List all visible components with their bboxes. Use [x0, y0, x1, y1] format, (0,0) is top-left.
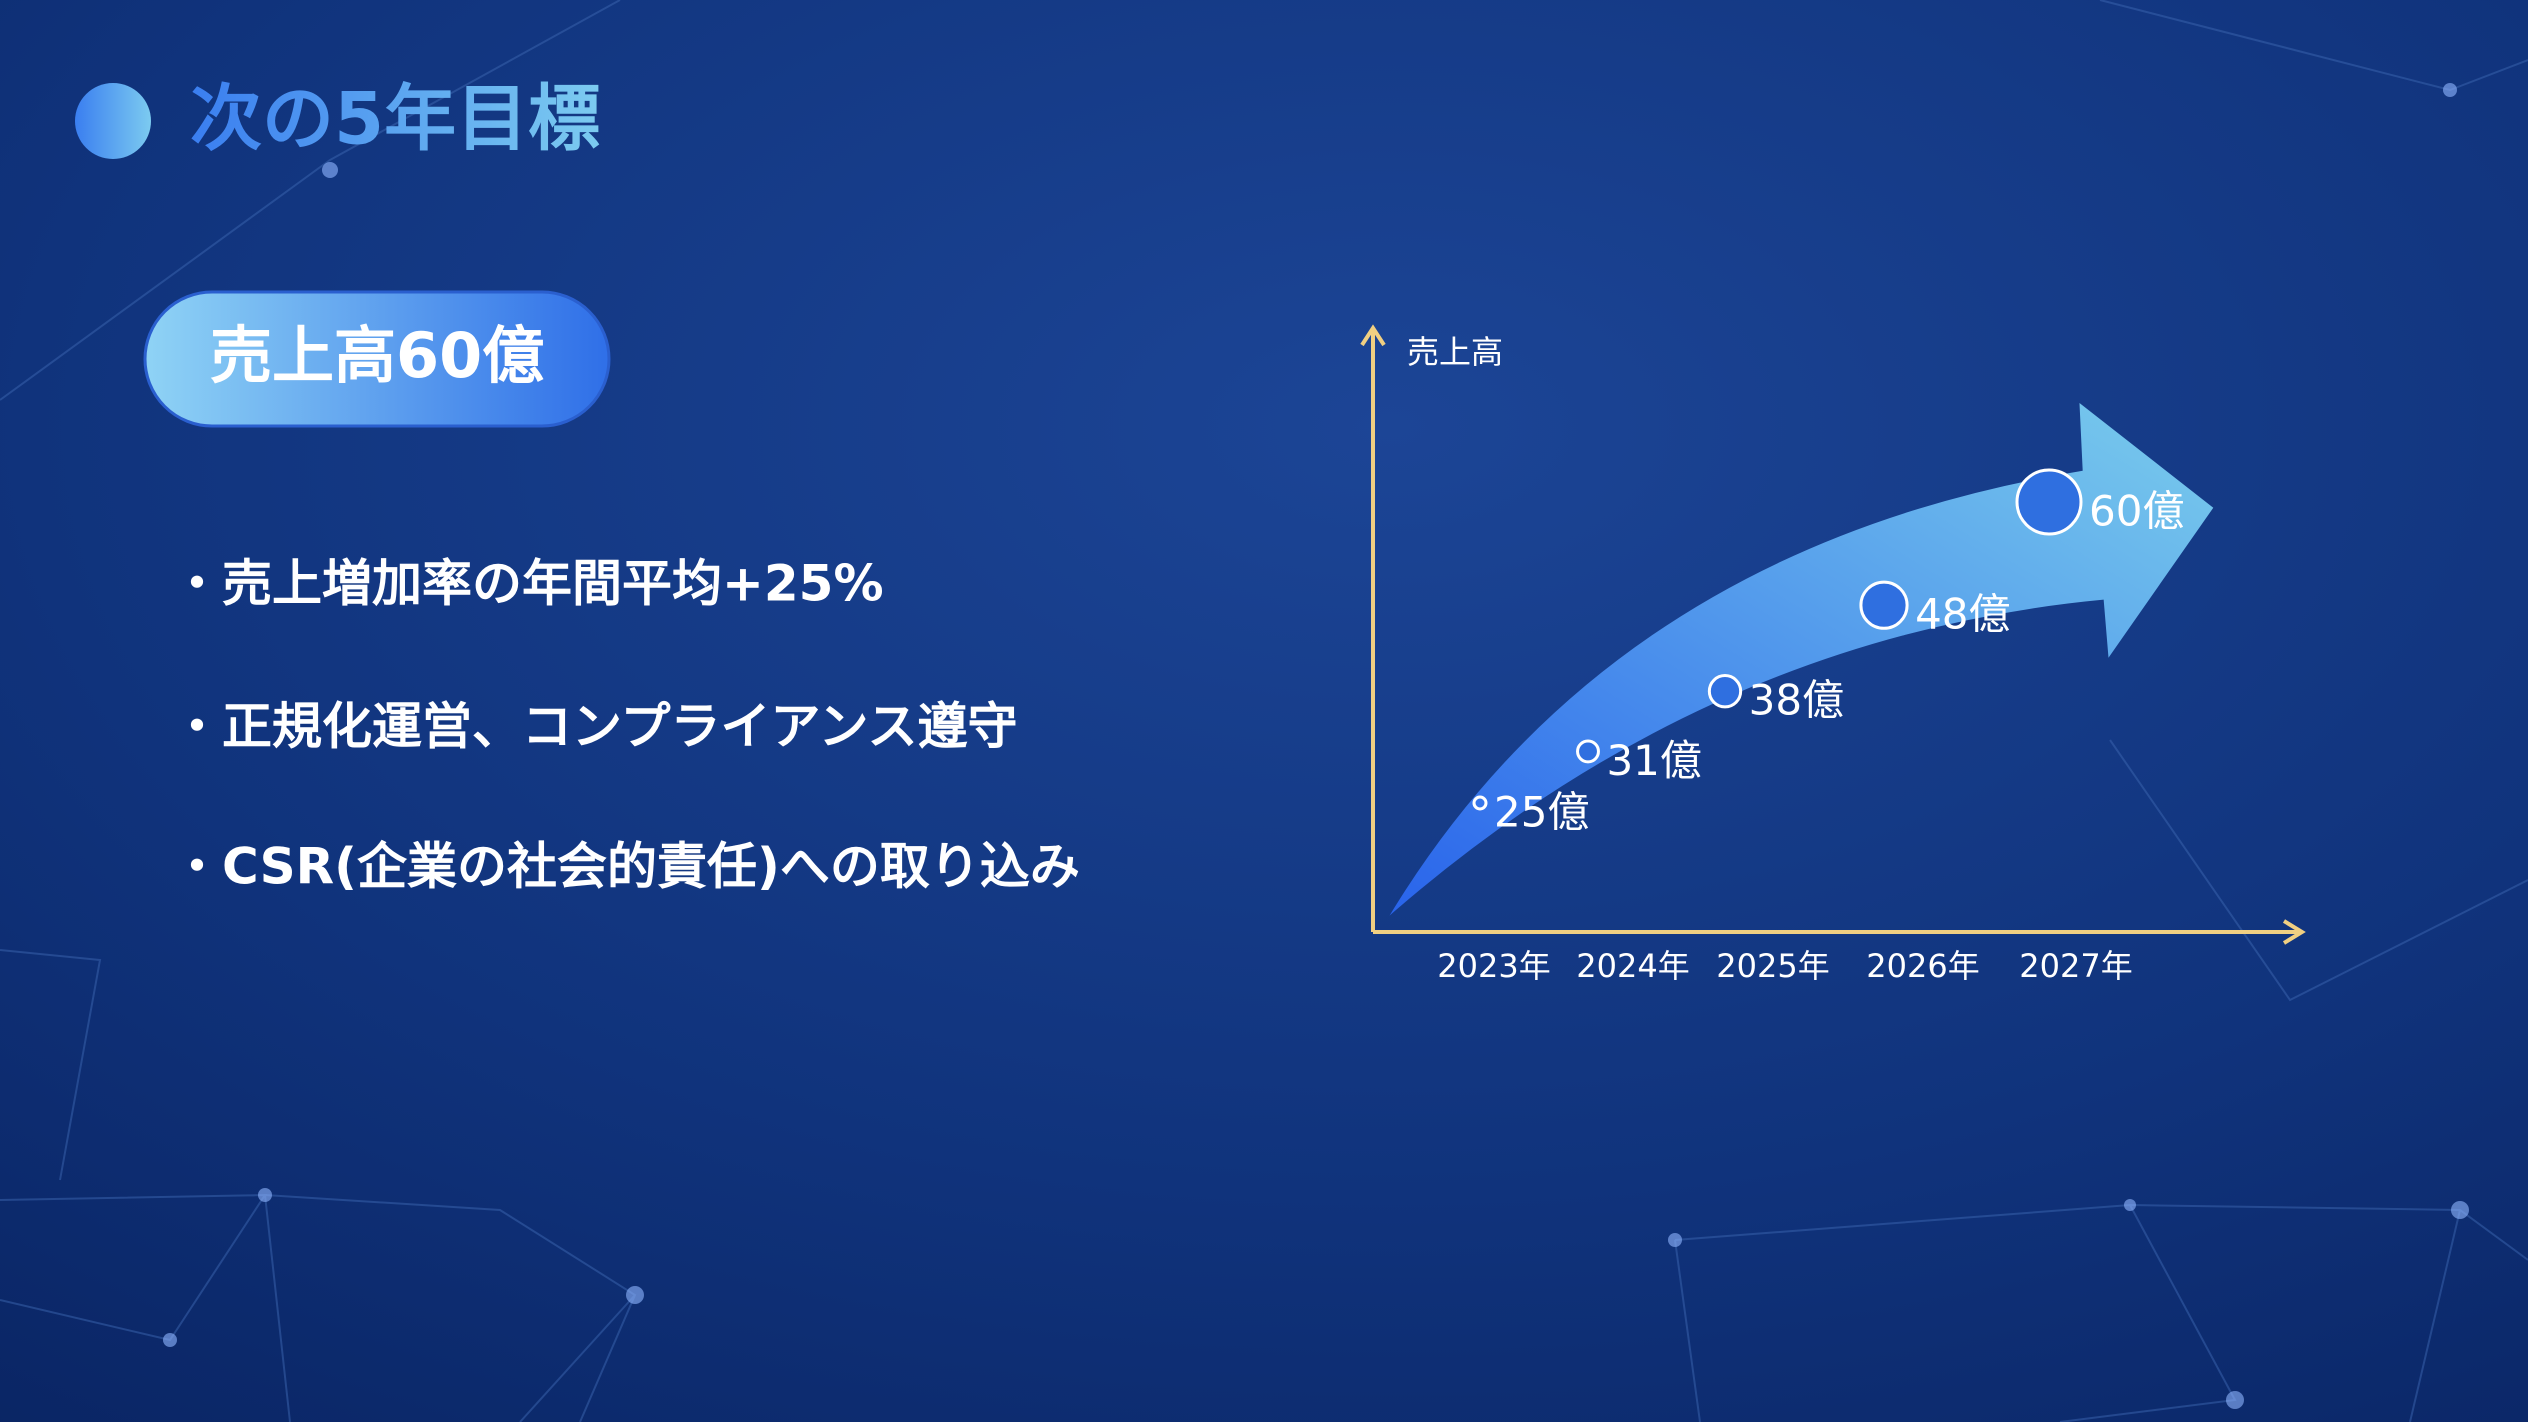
bullet: ・CSR(企業の社会的責任)への取り込み	[172, 838, 1080, 896]
title: 次の5年目標	[190, 77, 600, 161]
value-label: 48億	[1915, 590, 2010, 639]
y-axis	[1360, 324, 1386, 932]
value-label: 38億	[1749, 676, 1844, 725]
axes	[1360, 324, 2306, 945]
title-icon	[75, 83, 151, 159]
network-nodes	[163, 83, 2469, 1409]
data-point	[1859, 580, 1909, 630]
bullet: ・正規化運営、コンプライアンス遵守	[172, 698, 1018, 756]
x-tick-label: 2023年	[1437, 947, 1550, 985]
x-tick-label: 2024年	[1576, 947, 1689, 985]
badge	[143, 290, 611, 428]
data-point	[1576, 739, 1600, 764]
data-point	[2015, 468, 2083, 536]
value-label: 25億	[1494, 788, 1589, 837]
growth-arrow	[1389, 403, 2214, 916]
x-tick-label: 2027年	[2019, 947, 2132, 985]
value-label: 60億	[2089, 487, 2184, 536]
bullet: ・売上増加率の年間平均+25%	[172, 555, 884, 613]
x-tick-label: 2026年	[1866, 947, 1979, 985]
badge-text: 売上高60億	[210, 319, 544, 392]
x-tick-label: 2025年	[1716, 947, 1829, 985]
y-axis-label: 売上高	[1407, 333, 1503, 371]
x-axis	[1373, 919, 2306, 945]
data-point	[1707, 674, 1743, 709]
value-label: 31億	[1606, 736, 1701, 785]
data-point	[1472, 795, 1488, 811]
